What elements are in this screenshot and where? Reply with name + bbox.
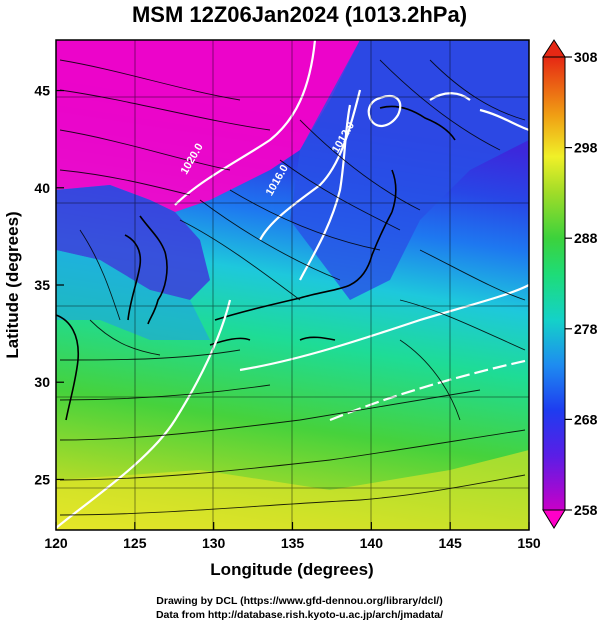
credit-drawing: Drawing by DCL (https://www.gfd-dennou.o…	[156, 595, 443, 607]
y-tick-label: 25	[34, 471, 50, 487]
x-axis-title: Longitude (degrees)	[210, 560, 373, 579]
cold-air-region	[56, 40, 360, 212]
x-axis: 120 125 130 135 140 145 150	[44, 522, 541, 551]
x-tick-label: 140	[360, 535, 384, 551]
x-tick-label: 135	[281, 535, 305, 551]
graticule	[56, 40, 529, 530]
colorbar-gradient	[542, 56, 566, 511]
y-tick-label: 45	[34, 83, 50, 99]
isobars	[56, 40, 529, 529]
colorbar-min-arrow	[542, 509, 566, 529]
y-tick-label: 35	[34, 277, 50, 293]
colorbar-tick-label: 258	[574, 502, 598, 518]
y-tick-label: 40	[34, 180, 50, 196]
y-axis: 25 30 35 40 45	[34, 83, 64, 487]
y-tick-label: 30	[34, 374, 50, 390]
colorbar-tick-label: 298	[574, 140, 598, 156]
x-tick-label: 150	[517, 535, 541, 551]
colorbar-max-arrow	[542, 39, 566, 58]
y-axis-title: Latitude (degrees)	[3, 211, 22, 358]
colorbar-tick-label: 268	[574, 411, 598, 427]
warm-zone	[56, 450, 529, 530]
x-tick-label: 120	[44, 535, 68, 551]
cold-air-region-2	[56, 185, 210, 300]
map-title: MSM 12Z06Jan2024 (1013.2hPa)	[131, 2, 468, 27]
colorbar: 258 268 278 288 298 308	[542, 39, 598, 529]
x-tick-label: 125	[123, 535, 147, 551]
colorbar-tick-label: 308	[574, 49, 598, 65]
coastlines	[56, 105, 456, 421]
x-tick-label: 130	[202, 535, 226, 551]
credit-data-source: Data from http://database.rish.kyoto-u.a…	[155, 609, 444, 621]
colorbar-tick-label: 288	[574, 230, 598, 246]
colorbar-tick-label: 278	[574, 321, 598, 337]
x-tick-label: 145	[438, 535, 462, 551]
